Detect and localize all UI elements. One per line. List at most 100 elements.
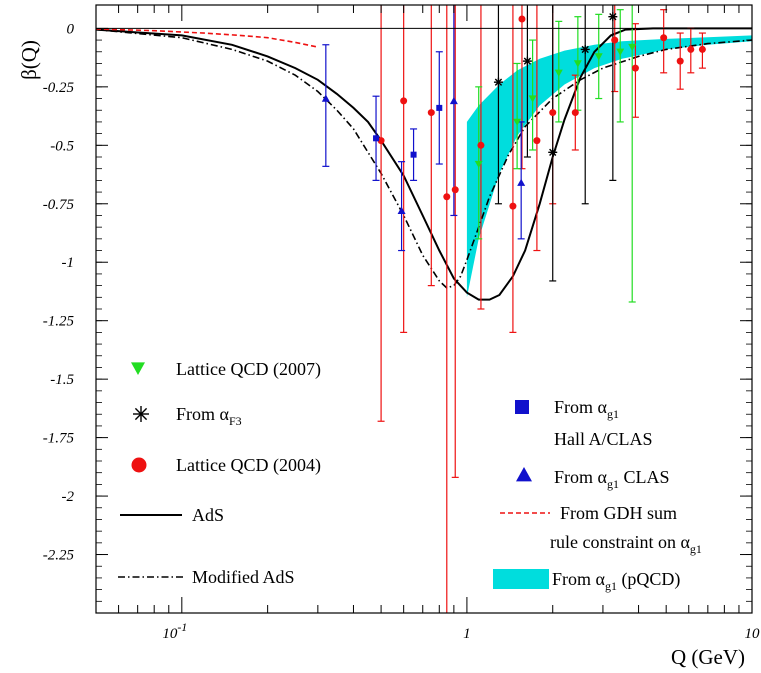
legend-pqcd-label-sub: g1 [605,579,617,593]
lattice2004-point-16 [698,45,706,53]
legend-lattice2007-label-main: Lattice QCD (2007) [176,359,321,380]
lattice2004-point-13 [660,34,668,42]
legend-hallA-marker [515,400,529,414]
legend-modads-label: Modified AdS [192,567,295,587]
legend-hallA-label-main: From α [554,397,608,417]
pqcd-band [466,35,752,298]
lattice2004-point-10 [571,109,579,117]
y-tick-label-6: -1.5 [50,372,74,388]
legend-lattice2004-marker [131,457,147,473]
hallA-point-1 [410,151,417,158]
y-tick-label-9: -2.25 [43,548,75,564]
lattice2004-point-5 [477,141,485,149]
lattice2004-point-8 [533,137,541,145]
gdh-curve [96,28,318,48]
y-tick-label-1: -0.25 [43,80,75,96]
legend-gdh-label-main: From GDH sum [560,503,677,523]
lattice2004-point-15 [687,45,695,53]
points-layer [321,12,706,214]
legend-hallA-label: From αg1 [554,397,619,421]
ads-curve [96,27,752,301]
clas-point-3 [517,178,526,186]
lattice2007-point-0 [474,160,483,169]
lattice2007-point-1 [513,118,522,126]
legend-pqcd-label: From αg1 (pQCD) [552,569,680,593]
lattice2004-point-3 [443,193,451,201]
alphaF3-point-3 [580,44,590,54]
clas-point-0 [321,94,330,102]
legend-pqcd-label-tail: (pQCD) [617,569,681,590]
modads-curve [96,28,752,289]
y-tick-label-8: -2 [62,489,75,505]
lattice2007-point-6 [616,48,625,56]
alphaF3-point-2 [548,147,558,157]
legend-lattice2004-label: Lattice QCD (2004) [176,455,321,476]
lattice2007-point-4 [573,60,582,68]
y-tick-label-0: 0 [67,21,75,37]
legend-clas-label-main: From α [554,467,608,487]
alphaF3-point-3-d2 [581,45,589,54]
x-tick-label-0: 10-1 [162,620,187,642]
alphaF3-point-2-d2 [549,148,557,156]
y-axis-title: β(Q) [17,40,41,80]
legend-gdh-line2-sub: g1 [690,542,702,556]
legend-ads-label-main: AdS [192,505,224,525]
y-tick-label-7: -1.75 [43,431,75,447]
legend-clas-label-tail: CLAS [619,467,670,487]
legend-alphaF3-marker [133,406,149,422]
y-tick-label-2: -0.5 [50,138,74,154]
clas-point-1 [397,206,406,214]
legend-ads-label: AdS [192,505,224,525]
legend-clas-label-sub: g1 [607,477,619,491]
legend-alphaF3-marker-d2 [134,407,148,421]
legend-alphaF3-label: From αF3 [176,404,242,428]
legend-hallA-label-sub: g1 [607,407,619,421]
legend-modads-label-main: Modified AdS [192,567,295,587]
x-tick-label-1: 1 [463,626,471,642]
lattice2007-point-2 [528,95,537,103]
hallA-point-2 [436,104,443,111]
lattice2004-point-2 [427,109,435,117]
legend-pqcd-label-main: From α [552,569,606,589]
x-tick-label-exp-0: -1 [177,620,187,634]
x-tick-label-2: 10 [745,626,761,642]
alphaF3-point-0-d2 [494,78,503,86]
hallA-point-0 [373,135,380,142]
lattice2004-point-9 [549,109,557,117]
clas-point-2 [449,96,458,105]
x-axis-title: Q (GeV) [671,645,745,669]
lattice2004-point-0 [400,97,408,105]
lattice2004-point-7 [518,15,526,23]
bands-layer [466,35,752,298]
lattice2004-point-6 [509,202,517,210]
curves-layer [96,27,752,301]
legend-hallA-line2-main: Hall A/CLAS [554,429,653,449]
legend-clas-label: From αg1 CLAS [554,467,669,491]
lattice2004-point-4 [451,186,459,194]
alphaF3-point-4-d2 [609,13,617,21]
lattice2007-point-3 [554,69,563,77]
alphaF3-point-1 [522,56,532,66]
legend-gdh-line2: rule constraint on αg1 [550,532,702,556]
legend-gdh-line2-main: rule constraint on α [550,532,690,552]
legend-gdh-label: From GDH sum [560,503,677,523]
lattice2004-point-12 [631,64,639,72]
lattice2007-point-7 [628,43,637,52]
legend-clas-marker [516,467,532,482]
legend-hallA-line2: Hall A/CLAS [554,429,653,449]
y-tick-label-3: -0.75 [43,197,75,213]
lattice2004-point-1 [377,137,385,145]
legend-pqcd-swatch [493,569,549,589]
y-tick-label-5: -1.25 [43,314,75,330]
y-tick-label-4: -1 [62,255,75,271]
alphaF3-point-1-d2 [523,57,532,65]
lattice2004-point-11 [611,36,619,44]
alphaF3-point-4 [608,12,618,22]
legend-alphaF3-label-main: From α [176,404,230,424]
alphaF3-point-0 [493,77,503,87]
legend-lattice2007-marker [131,362,145,375]
legend-lattice2007-label: Lattice QCD (2007) [176,359,321,380]
legend-alphaF3-label-sub: F3 [229,414,242,428]
